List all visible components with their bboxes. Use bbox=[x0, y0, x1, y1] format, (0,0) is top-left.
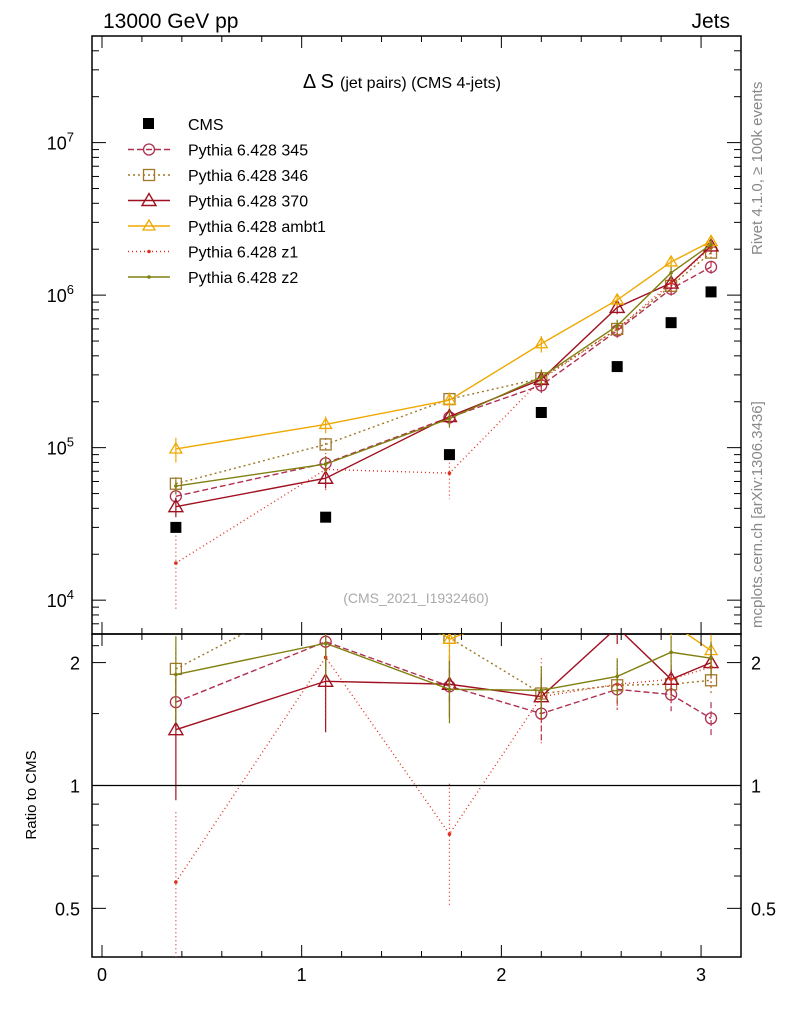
legend-label-series-4: Pythia 6.428 z1 bbox=[188, 245, 298, 262]
series-5-ratio-point bbox=[174, 673, 178, 677]
series-5-point bbox=[540, 375, 544, 379]
series-4-ratio-point bbox=[448, 832, 452, 836]
y-tick-label: 105 bbox=[47, 435, 74, 459]
ratio-y-tick-label-right: 2 bbox=[751, 654, 761, 674]
y-tick-label: 107 bbox=[47, 130, 74, 154]
series-3-ratio-point bbox=[170, 569, 182, 579]
ratio-ylabel: Ratio to CMS bbox=[23, 750, 40, 839]
reference-point bbox=[706, 286, 717, 297]
series-3-ratio-point bbox=[320, 531, 332, 541]
legend-label-series-5: Pythia 6.428 z2 bbox=[188, 270, 298, 287]
x-tick-label: 1 bbox=[297, 965, 307, 985]
legend: CMS Pythia 6.428 345 Pythia 6.428 346 Pythi… bbox=[128, 117, 326, 287]
legend-marker-reference bbox=[143, 118, 154, 129]
series-5-point bbox=[448, 417, 452, 421]
series-4-ratio-point bbox=[174, 880, 178, 884]
series-5-ratio-point bbox=[540, 689, 544, 693]
series-4-point bbox=[448, 471, 452, 475]
series-2-ratio-point bbox=[610, 620, 624, 632]
series-5-ratio-point bbox=[324, 641, 328, 645]
main-series bbox=[169, 235, 718, 611]
series-0-ratio-line bbox=[176, 642, 711, 719]
ratio-y-tick-label: 0.5 bbox=[55, 899, 80, 919]
ratio-y-tick-label-right: 0.5 bbox=[751, 899, 776, 919]
reference-point bbox=[536, 407, 547, 418]
series-5-point bbox=[669, 271, 673, 275]
reference-point bbox=[170, 522, 181, 533]
header-right: Jets bbox=[691, 10, 730, 33]
series-5-ratio-point bbox=[669, 650, 673, 654]
reference-point bbox=[612, 361, 623, 372]
plot-canvas: 13000 GeV pp Jets Rivet 4.1.0, ≥ 100k ev… bbox=[0, 0, 786, 1024]
ratio-y-tick-label: 2 bbox=[70, 654, 80, 674]
ratio-y-tick-label: 1 bbox=[70, 776, 80, 796]
series-3-ratio-point bbox=[611, 601, 623, 611]
ratio-series bbox=[169, 516, 718, 998]
series-5-point bbox=[174, 484, 178, 488]
series-4-point bbox=[174, 561, 178, 565]
x-tick-label: 3 bbox=[696, 965, 706, 985]
y-tick-label: 106 bbox=[47, 282, 74, 306]
series-5-ratio-point bbox=[448, 688, 452, 692]
legend-label-reference: CMS bbox=[188, 117, 224, 134]
series-4-point bbox=[669, 281, 673, 285]
reference-point bbox=[666, 317, 677, 328]
series-5-point bbox=[709, 243, 713, 247]
chart-marks bbox=[169, 235, 718, 998]
series-4-ratio-point bbox=[669, 678, 673, 682]
axes: 0 1 2 3 104 105 106 107 0.5 0.5 1 1 2 2 bbox=[47, 36, 776, 985]
legend-label-series-2: Pythia 6.428 370 bbox=[188, 194, 308, 211]
series-3-ratio-point bbox=[665, 617, 677, 627]
series-1-line bbox=[176, 253, 711, 484]
reference-point bbox=[320, 512, 331, 523]
y-tick-label: 104 bbox=[47, 587, 74, 611]
legend-label-series-1: Pythia 6.428 346 bbox=[188, 168, 308, 185]
ratio-frame bbox=[92, 634, 741, 957]
series-5-point bbox=[324, 462, 328, 466]
legend-marker-series-5 bbox=[147, 275, 151, 279]
series-5-ratio-line bbox=[176, 643, 711, 690]
legend-marker-series-4 bbox=[147, 250, 151, 254]
series-1-ratio-point bbox=[320, 585, 331, 596]
x-tick-label: 2 bbox=[496, 965, 506, 985]
series-5-point bbox=[615, 324, 619, 328]
series-5-ratio-point bbox=[709, 656, 713, 660]
side-label-bottom: mcplots.cern.ch [arXiv:1306.3436] bbox=[749, 401, 766, 628]
series-4-line bbox=[176, 248, 711, 564]
chart-title-sub: (jet pairs) (CMS 4-jets) bbox=[340, 75, 501, 92]
legend-label-series-3: Pythia 6.428 ambt1 bbox=[188, 219, 326, 236]
series-5-ratio-point bbox=[615, 675, 619, 679]
reference-point bbox=[444, 449, 455, 460]
legend-marker-series-3 bbox=[143, 220, 155, 230]
series-3-ratio-point bbox=[535, 596, 547, 606]
chart-title-main: Δ S bbox=[303, 71, 334, 93]
ratio-y-tick-label-right: 1 bbox=[751, 776, 761, 796]
legend-label-series-0: Pythia 6.428 345 bbox=[188, 143, 308, 160]
watermark: (CMS_2021_I1932460) bbox=[343, 590, 489, 606]
x-tick-label: 0 bbox=[97, 965, 107, 985]
side-label-top: Rivet 4.1.0, ≥ 100k events bbox=[749, 82, 766, 255]
legend-marker-series-2 bbox=[142, 194, 156, 206]
header-left: 13000 GeV pp bbox=[103, 10, 238, 33]
